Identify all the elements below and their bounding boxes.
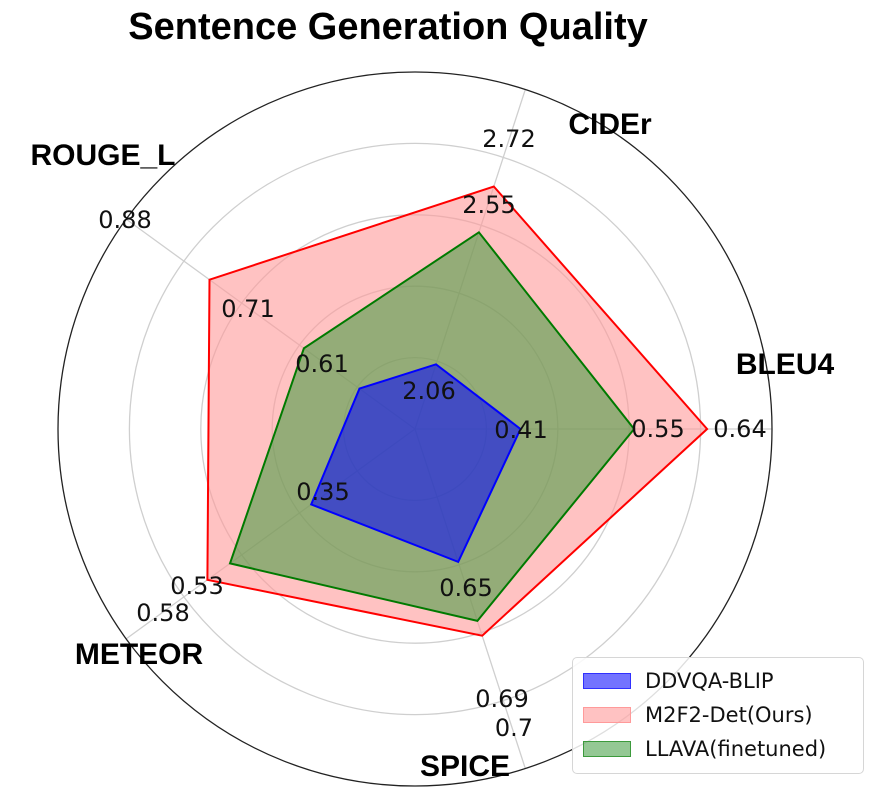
value-label: 0.71 (221, 295, 274, 323)
legend-item-llava-finetuned: LLAVA(finetuned) (583, 734, 826, 764)
value-label: 0.65 (439, 574, 492, 602)
value-label: 0.61 (295, 350, 348, 378)
legend-label: M2F2-Det(Ours) (645, 703, 813, 727)
value-label: 0.64 (713, 415, 766, 443)
value-label: 0.69 (475, 685, 528, 713)
axis-label-spice: SPICE (420, 750, 510, 783)
legend-swatch-m2f2-det (583, 707, 631, 723)
axis-label-meteor: METEOR (75, 638, 204, 671)
value-label: 0.7 (495, 714, 533, 742)
axis-label-rouge-l: ROUGE_L (30, 139, 175, 172)
value-label: 2.06 (402, 377, 455, 405)
value-label: 0.41 (494, 416, 547, 444)
axis-label-bleu4: BLEU4 (736, 348, 835, 381)
legend-item-ddvqa-blip: DDVQA-BLIP (583, 666, 774, 696)
value-label: 0.88 (98, 206, 151, 234)
value-label: 0.55 (631, 415, 684, 443)
legend-label: LLAVA(finetuned) (645, 737, 827, 761)
legend: DDVQA-BLIP M2F2-Det(Ours) LLAVA(finetune… (572, 657, 864, 774)
legend-swatch-llava-finetuned (583, 741, 631, 757)
chart-title: Sentence Generation Quality (128, 6, 648, 48)
legend-item-m2f2-det: M2F2-Det(Ours) (583, 700, 813, 730)
legend-label: DDVQA-BLIP (645, 669, 774, 693)
legend-swatch-ddvqa-blip (583, 673, 631, 689)
value-label: 2.55 (462, 191, 515, 219)
axis-label-cider: CIDEr (568, 108, 652, 141)
value-label: 0.35 (296, 478, 349, 506)
radar-frame (57, 71, 773, 787)
series-polygon-ddvqa-blip (309, 363, 522, 564)
value-label: 0.58 (136, 599, 189, 627)
value-label: 2.72 (482, 125, 535, 153)
value-label: 0.53 (170, 572, 223, 600)
